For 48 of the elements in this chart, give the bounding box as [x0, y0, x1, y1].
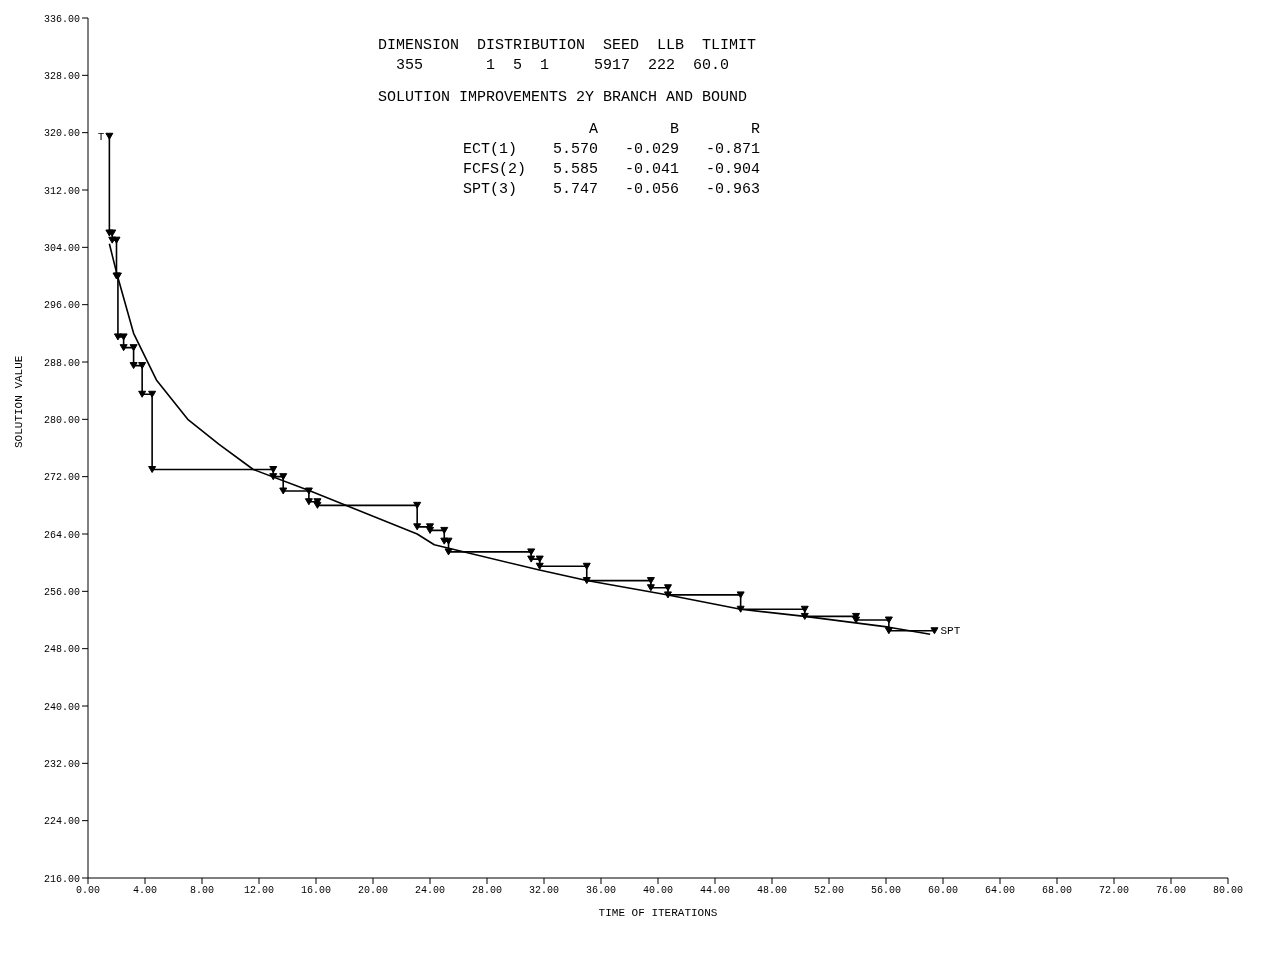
y-tick-label: 328.00 — [43, 70, 80, 82]
x-tick-label: 64.00 — [984, 885, 1016, 897]
y-axis-title: SOLUTION VALUE — [12, 355, 25, 448]
y-tick-label: 312.00 — [43, 185, 80, 197]
x-tick-label: 52.00 — [813, 885, 845, 897]
y-tick-label: 224.00 — [43, 816, 80, 828]
y-tick-label: 272.00 — [43, 472, 80, 484]
y-tick-label: 336.00 — [43, 13, 80, 25]
x-tick-label: 8.00 — [189, 885, 215, 897]
annotation: ECT(1) 5.570 -0.029 -0.871 — [463, 140, 761, 160]
annotation: DIMENSION DISTRIBUTION SEED LLB TLIMIT — [378, 36, 758, 56]
x-tick-label: 28.00 — [471, 885, 503, 897]
annotation: FCFS(2) 5.585 -0.041 -0.904 — [463, 160, 761, 180]
annotation: A B R — [588, 120, 761, 140]
x-tick-label: 4.00 — [132, 885, 158, 897]
y-tick-label: 296.00 — [43, 300, 80, 312]
x-tick-label: 12.00 — [243, 885, 275, 897]
x-tick-label: 60.00 — [927, 885, 959, 897]
x-tick-label: 40.00 — [642, 885, 674, 897]
text: SOLUTION IMPROVEMENTS 2Y BRANCH AND BOUND — [378, 88, 749, 108]
y-tick-label: 256.00 — [43, 586, 80, 598]
annotation: 355 1 5 1 5917 222 60.0 — [395, 56, 731, 76]
x-tick-label: 76.00 — [1155, 885, 1187, 897]
y-tick-label: 248.00 — [43, 644, 80, 656]
y-tick-label: 288.00 — [43, 357, 80, 369]
x-tick-label: 16.00 — [300, 885, 332, 897]
x-tick-label: 0.00 — [75, 885, 101, 897]
series-label: SPT — [940, 624, 961, 637]
annotation: SPT(3) 5.747 -0.056 -0.963 — [463, 180, 761, 200]
x-tick-label: 72.00 — [1098, 885, 1130, 897]
y-tick-label: 216.00 — [43, 873, 80, 885]
y-tick-label: 280.00 — [43, 414, 80, 426]
x-tick-label: 48.00 — [756, 885, 788, 897]
x-tick-label: 32.00 — [528, 885, 560, 897]
annotation: T — [97, 131, 105, 144]
y-tick-label: 304.00 — [43, 242, 80, 254]
x-tick-label: 20.00 — [357, 885, 389, 897]
x-tick-label: 44.00 — [699, 885, 731, 897]
x-tick-label: 68.00 — [1041, 885, 1073, 897]
y-tick-label: 264.00 — [43, 529, 80, 541]
y-tick-label: 240.00 — [43, 701, 80, 713]
x-tick-label: 24.00 — [414, 885, 446, 897]
x-tick-label: 56.00 — [870, 885, 902, 897]
x-tick-label: 36.00 — [585, 885, 617, 897]
x-axis-title: TIME OF ITERATIONS — [598, 907, 718, 919]
y-tick-label: 320.00 — [43, 128, 80, 140]
x-tick-label: 80.00 — [1212, 885, 1244, 897]
y-tick-label: 232.00 — [43, 758, 80, 770]
